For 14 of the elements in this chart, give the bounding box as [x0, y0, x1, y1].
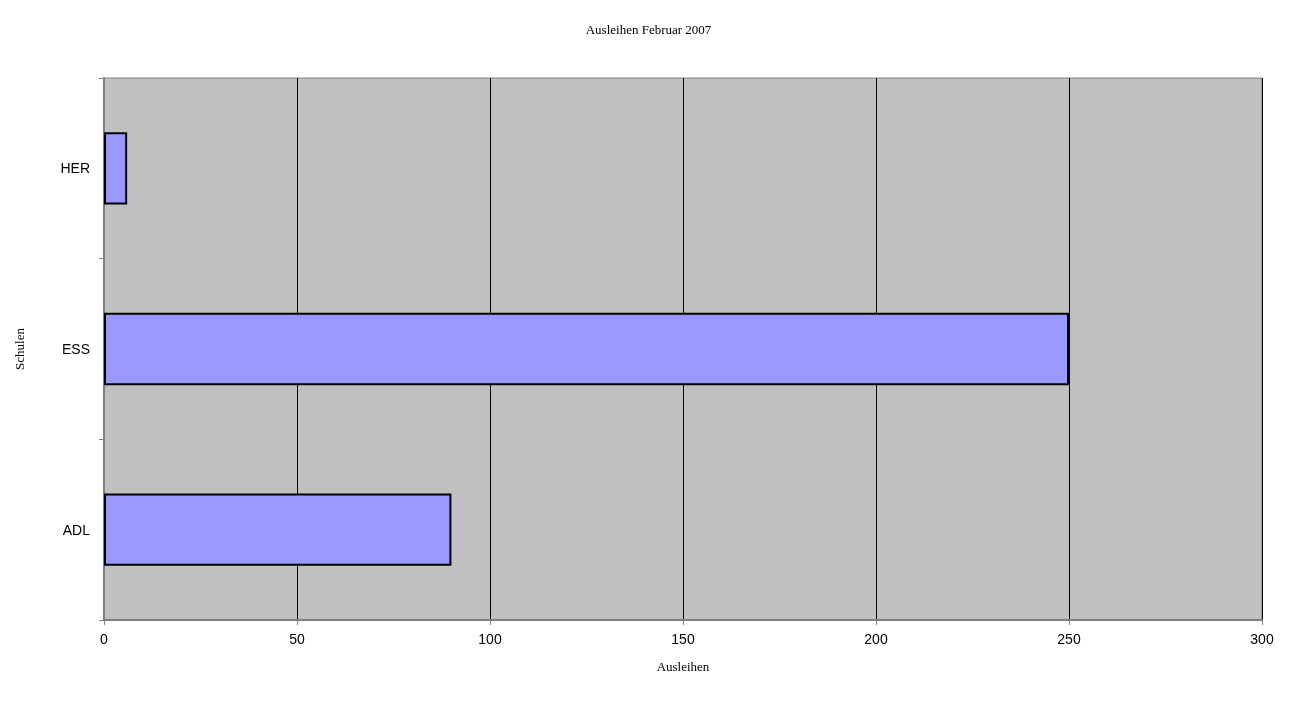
y-tick-label: HER: [60, 160, 90, 177]
x-tick-label: 50: [289, 631, 305, 647]
x-axis-title: Ausleihen: [656, 659, 710, 674]
bar: [104, 132, 128, 205]
x-tick-label: 300: [1250, 631, 1274, 647]
y-axis-title: Schulen: [12, 327, 27, 370]
x-tick-label: 0: [100, 631, 109, 647]
x-tick-label: 100: [478, 631, 502, 647]
y-tick-label: ADL: [62, 521, 91, 538]
y-tick-label: ESS: [61, 341, 90, 357]
x-tick-label: 150: [671, 631, 695, 647]
chart-title: Ausleihen Februar 2007: [585, 22, 712, 37]
x-tick-label: 250: [1057, 631, 1081, 647]
x-tick-label: 200: [864, 631, 888, 647]
